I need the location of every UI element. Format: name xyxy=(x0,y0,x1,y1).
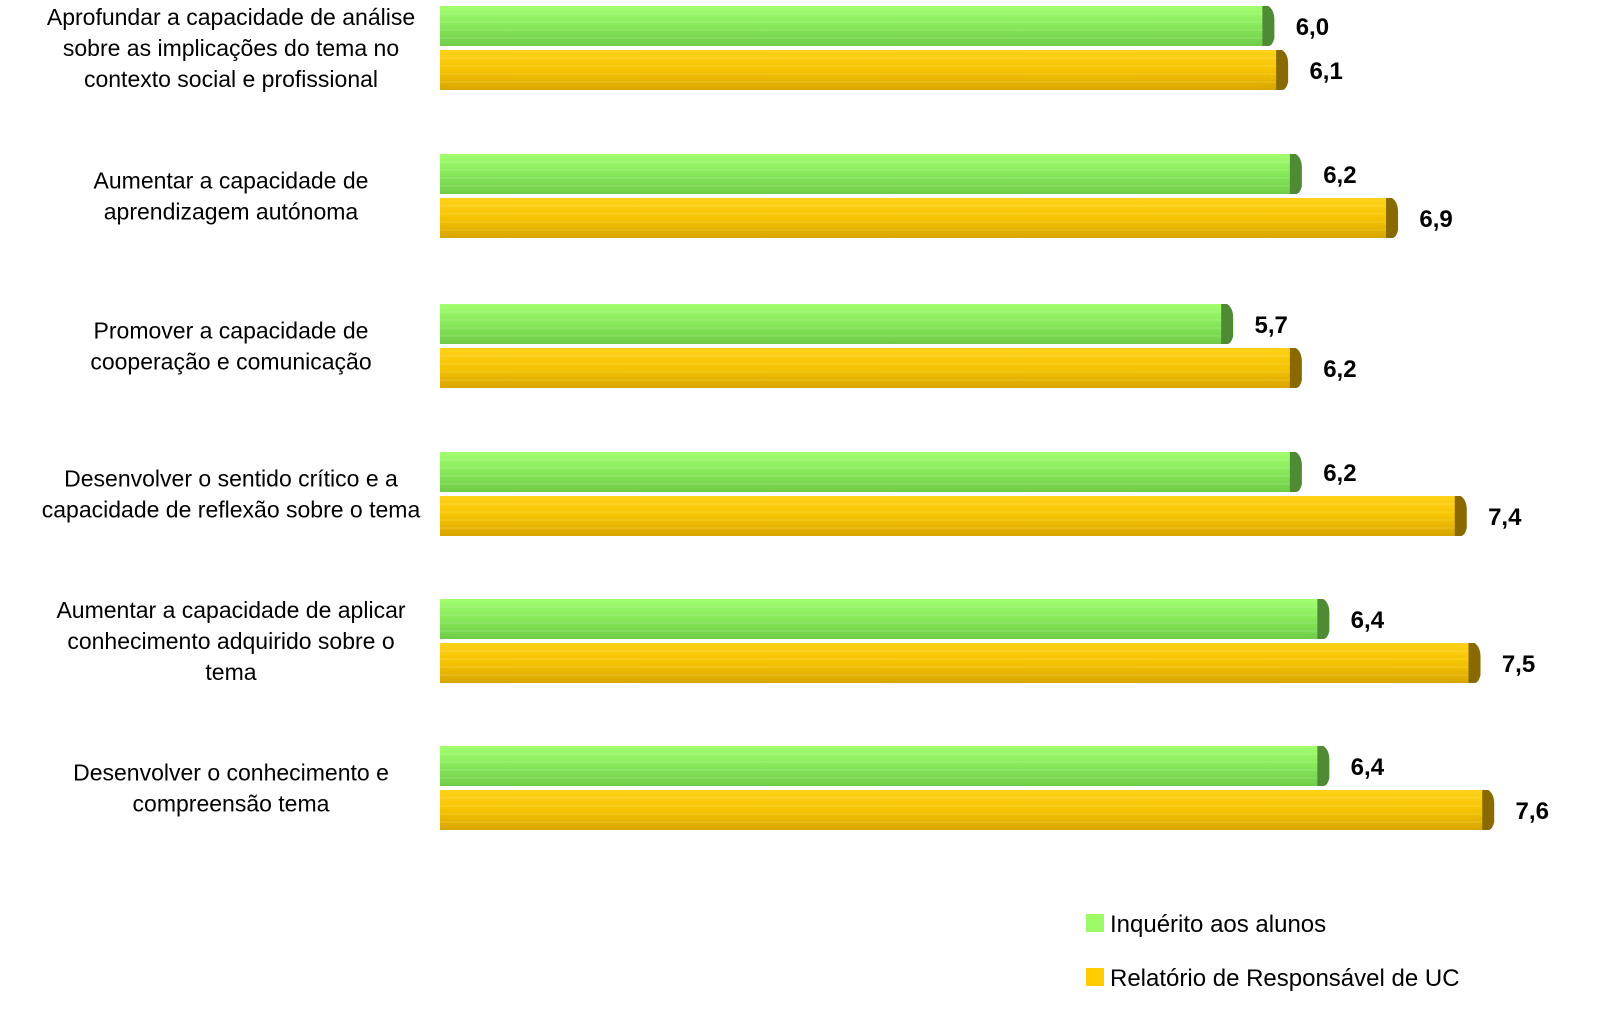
category-label: Aprofundar a capacidade de análise sobre … xyxy=(47,4,415,92)
category-labels: Aprofundar a capacidade de análise sobre … xyxy=(42,4,421,817)
value-label: 6,0 xyxy=(1296,14,1329,41)
value-labels: 6,0 6,2 5,7 6,2 6,4 6,4 6,1 6,9 6,2 7,4 7,5 7,6 xyxy=(1254,14,1548,825)
category-label-line: aprendizagem autónoma xyxy=(104,199,359,225)
legend: Inquérito aos alunos Relatório de Respons… xyxy=(1086,911,1460,992)
bar-body xyxy=(440,496,1457,536)
bar-cap xyxy=(1454,496,1467,536)
bar-inquerito xyxy=(440,154,1302,194)
bar-cap xyxy=(1221,304,1234,344)
category-label: Desenvolver o sentido crítico e a capacid… xyxy=(42,466,421,523)
bar-body xyxy=(440,154,1292,194)
category-label-line: Desenvolver o sentido crítico e a xyxy=(64,466,398,492)
bar-body xyxy=(440,643,1471,683)
bar-inquerito xyxy=(440,304,1234,344)
bar-cap xyxy=(1482,790,1495,830)
category-label-line: Aprofundar a capacidade de análise xyxy=(47,4,415,30)
value-label: 6,1 xyxy=(1309,58,1342,85)
value-label: 7,5 xyxy=(1502,651,1535,678)
bar-cap xyxy=(1289,452,1302,492)
category-label-line: cooperação e comunicação xyxy=(90,349,371,375)
value-label: 6,4 xyxy=(1351,607,1385,634)
category-label-line: conhecimento adquirido sobre o xyxy=(67,628,394,654)
bar-body xyxy=(440,599,1320,639)
bars xyxy=(440,6,1495,830)
value-label: 6,9 xyxy=(1419,206,1452,233)
bar-relatorio xyxy=(440,643,1481,683)
category-label: Promover a capacidade de cooperação e com… xyxy=(90,318,371,375)
bar-body xyxy=(440,304,1224,344)
bar-body xyxy=(440,50,1279,90)
bar-cap xyxy=(1262,6,1275,46)
value-label: 7,6 xyxy=(1516,798,1549,825)
legend-item-inquerito: Inquérito aos alunos xyxy=(1086,911,1326,938)
bar-body xyxy=(440,452,1292,492)
bar-body xyxy=(440,198,1389,238)
category-label-line: Aumentar a capacidade de aplicar xyxy=(56,597,405,623)
bar-body xyxy=(440,348,1292,388)
bar-body xyxy=(440,746,1320,786)
legend-swatch xyxy=(1086,968,1104,986)
value-label: 5,7 xyxy=(1254,312,1287,339)
category-label: Aumentar a capacidade de aprendizagem aut… xyxy=(94,168,369,225)
value-label: 6,2 xyxy=(1323,460,1356,487)
bar-relatorio xyxy=(440,496,1467,536)
category-label-line: Promover a capacidade de xyxy=(94,318,369,344)
bar-relatorio xyxy=(440,790,1495,830)
bar-relatorio xyxy=(440,198,1399,238)
bar-cap xyxy=(1276,50,1289,90)
category-label: Desenvolver o conhecimento e compreensão … xyxy=(73,760,389,817)
category-label-line: Aumentar a capacidade de xyxy=(94,168,369,194)
bar-cap xyxy=(1289,348,1302,388)
bar-cap xyxy=(1386,198,1399,238)
category-label-line: Desenvolver o conhecimento e xyxy=(73,760,389,786)
category-label-line: sobre as implicações do tema no xyxy=(63,35,399,61)
legend-label: Inquérito aos alunos xyxy=(1110,911,1326,938)
category-label: Aumentar a capacidade de aplicar conhecim… xyxy=(56,597,405,685)
value-label: 7,4 xyxy=(1488,504,1522,531)
value-label: 6,2 xyxy=(1323,162,1356,189)
legend-item-relatorio: Relatório de Responsável de UC xyxy=(1086,965,1460,992)
category-label-line: capacidade de reflexão sobre o tema xyxy=(42,497,421,523)
bar-body xyxy=(440,790,1485,830)
bar-inquerito xyxy=(440,599,1330,639)
bar-inquerito xyxy=(440,452,1302,492)
bar-inquerito xyxy=(440,6,1275,46)
bar-relatorio xyxy=(440,50,1289,90)
bar-inquerito xyxy=(440,746,1330,786)
category-label-line: contexto social e profissional xyxy=(84,66,378,92)
category-label-line: tema xyxy=(205,659,256,685)
value-label: 6,2 xyxy=(1323,356,1356,383)
legend-swatch xyxy=(1086,914,1104,932)
bar-cap xyxy=(1468,643,1481,683)
bar-cap xyxy=(1289,154,1302,194)
legend-label: Relatório de Responsável de UC xyxy=(1110,965,1460,992)
value-label: 6,4 xyxy=(1351,754,1385,781)
bar-relatorio xyxy=(440,348,1302,388)
bar-cap xyxy=(1317,746,1330,786)
bar-cap xyxy=(1317,599,1330,639)
bar-body xyxy=(440,6,1265,46)
category-label-line: compreensão tema xyxy=(133,791,330,817)
